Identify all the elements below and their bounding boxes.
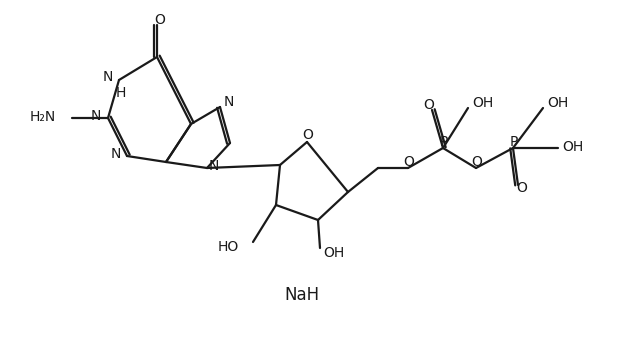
Text: H₂N: H₂N xyxy=(29,110,56,124)
Text: N: N xyxy=(111,147,121,161)
Text: O: O xyxy=(516,181,527,195)
Text: OH: OH xyxy=(562,140,583,154)
Text: N: N xyxy=(224,95,234,109)
Text: N: N xyxy=(91,109,101,123)
Text: P: P xyxy=(510,135,518,149)
Text: HO: HO xyxy=(218,240,239,254)
Text: O: O xyxy=(472,155,483,169)
Text: NaH: NaH xyxy=(284,286,319,304)
Text: OH: OH xyxy=(547,96,568,110)
Text: O: O xyxy=(303,128,314,142)
Text: P: P xyxy=(440,135,448,149)
Text: O: O xyxy=(424,98,435,112)
Text: O: O xyxy=(404,155,415,169)
Text: OH: OH xyxy=(472,96,493,110)
Text: N: N xyxy=(209,159,220,173)
Text: N: N xyxy=(102,70,113,84)
Text: O: O xyxy=(155,13,165,27)
Text: OH: OH xyxy=(323,246,344,260)
Text: H: H xyxy=(116,86,126,100)
